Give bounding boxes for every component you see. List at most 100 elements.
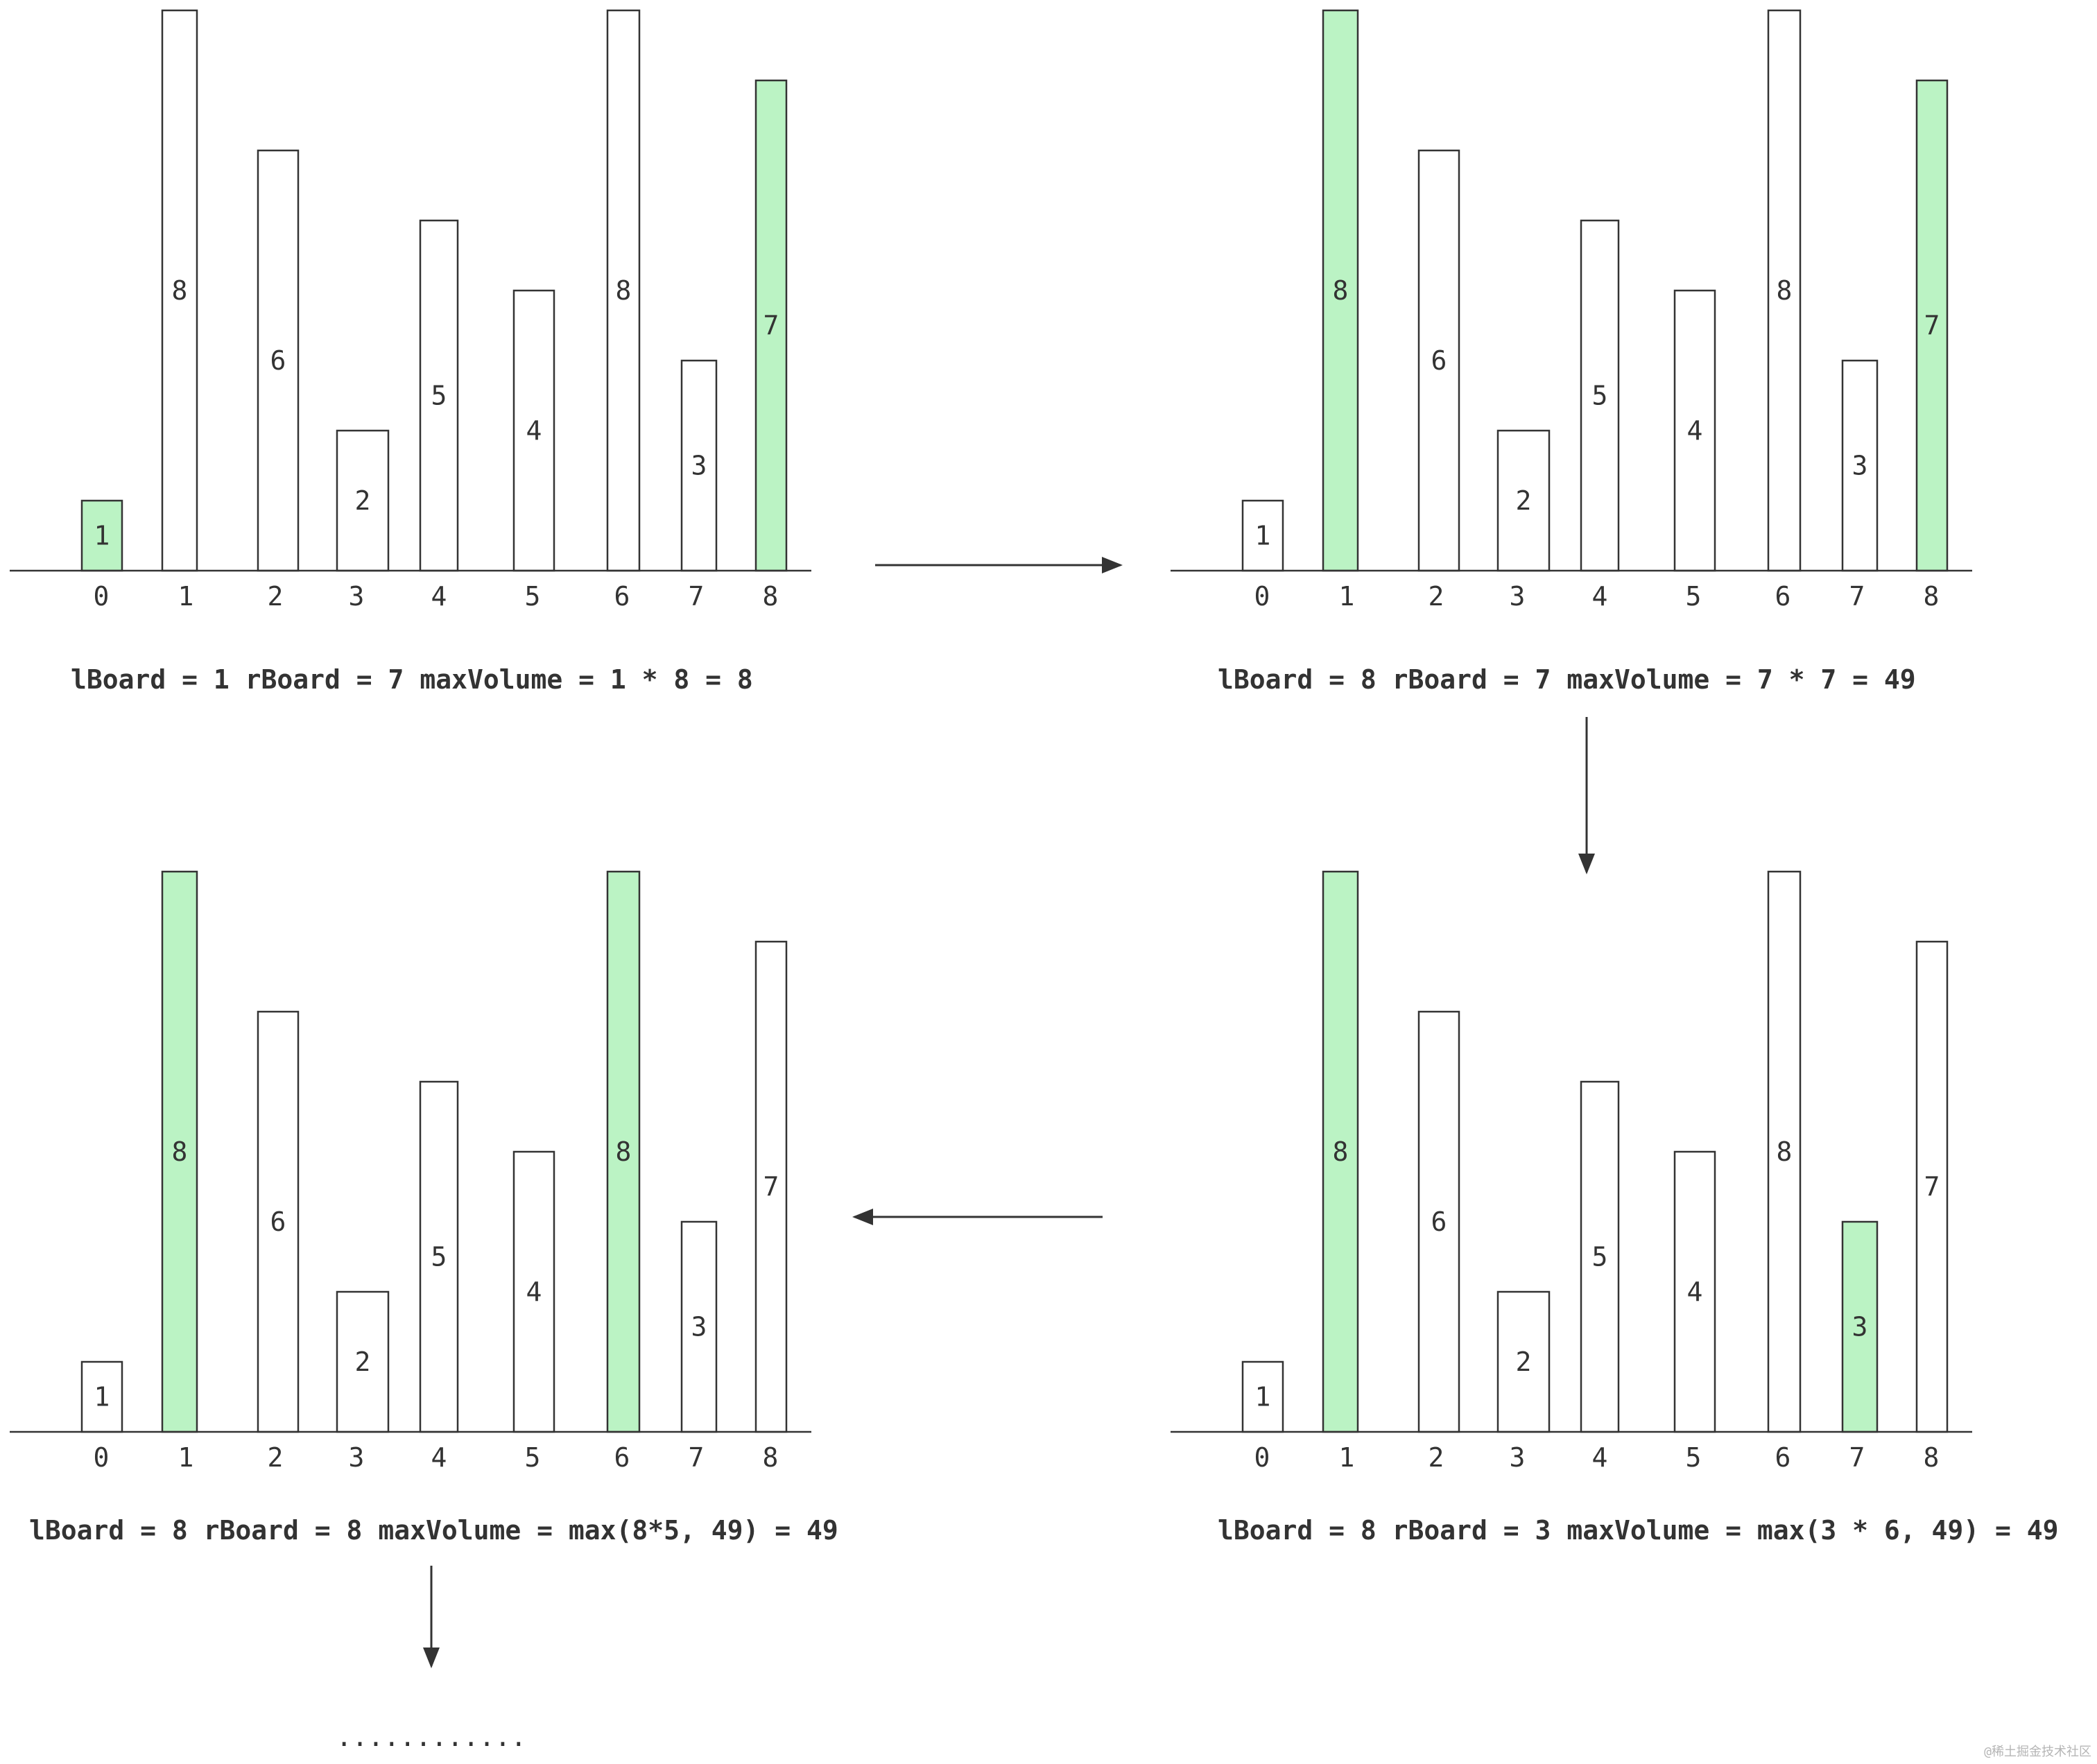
bar-value-label: 3	[691, 1312, 707, 1342]
bar-3	[336, 429, 390, 572]
bar-value-label: 7	[763, 311, 779, 341]
bar-1	[161, 870, 198, 1433]
bar-value-label: 8	[1333, 275, 1349, 306]
bar-6	[606, 870, 641, 1433]
bar-value-label: 8	[1777, 1136, 1793, 1167]
bar-1	[161, 9, 198, 572]
bar-5	[512, 1150, 555, 1433]
bar-value-label: 3	[1852, 1312, 1868, 1342]
bar-value-label: 8	[616, 275, 632, 306]
bar-value-label: 2	[1516, 485, 1532, 516]
bar-value-label: 5	[431, 381, 447, 411]
bar-value-label: 7	[1924, 311, 1940, 341]
bar-value-label: 8	[172, 1136, 188, 1167]
bar-value-label: 1	[94, 1382, 110, 1412]
bar-2	[257, 1010, 300, 1433]
bar-value-label: 5	[1592, 381, 1608, 411]
bar-value-label: 8	[1333, 1136, 1349, 1167]
index-label: 7	[1849, 1442, 1865, 1473]
index-label: 5	[525, 1442, 541, 1473]
bar-value-label: 3	[691, 451, 707, 481]
index-label: 3	[349, 1442, 365, 1473]
bar-8	[1915, 79, 1949, 572]
bar-7	[680, 359, 718, 572]
bar-5	[512, 289, 555, 572]
bar-value-label: 6	[270, 1207, 286, 1237]
bar-value-label: 5	[431, 1242, 447, 1272]
bar-value-label: 7	[1924, 1172, 1940, 1202]
index-label: 3	[1510, 1442, 1526, 1473]
index-label: 0	[1254, 1442, 1270, 1473]
index-label: 2	[1429, 1442, 1444, 1473]
index-label: 8	[1924, 1442, 1940, 1473]
index-label: 1	[1339, 1442, 1355, 1473]
index-label: 7	[689, 1442, 705, 1473]
bar-value-label: 1	[1255, 1382, 1271, 1412]
bar-2	[1417, 1010, 1460, 1433]
caption-step-2: lBoard = 8 rBoard = 7 maxVolume = 7 * 7 …	[1218, 664, 1916, 695]
index-label: 4	[431, 1442, 447, 1473]
bar-value-label: 8	[1777, 275, 1793, 306]
index-label: 8	[763, 1442, 779, 1473]
index-label: 7	[1849, 581, 1865, 612]
bar-2	[1417, 149, 1460, 572]
index-label: 1	[178, 1442, 194, 1473]
index-label: 2	[268, 1442, 284, 1473]
ellipsis: ............	[336, 1722, 527, 1752]
bar-value-label: 2	[355, 1347, 371, 1377]
index-label: 6	[1775, 1442, 1791, 1473]
index-label: 2	[268, 581, 284, 612]
bar-value-label: 5	[1592, 1242, 1608, 1272]
bar-value-label: 6	[270, 345, 286, 376]
bar-value-label: 3	[1852, 451, 1868, 481]
index-label: 1	[178, 581, 194, 612]
index-label: 4	[431, 581, 447, 612]
index-label: 0	[1254, 581, 1270, 612]
bar-3	[336, 1290, 390, 1433]
index-label: 3	[349, 581, 365, 612]
bar-value-label: 4	[526, 1277, 542, 1307]
bar-value-label: 2	[1516, 1347, 1532, 1377]
caption-step-1: lBoard = 1 rBoard = 7 maxVolume = 1 * 8 …	[71, 664, 753, 695]
bar-value-label: 8	[172, 275, 188, 306]
bar-3	[1496, 429, 1551, 572]
index-label: 4	[1592, 1442, 1608, 1473]
bar-value-label: 1	[1255, 521, 1271, 551]
bar-0	[1241, 1360, 1284, 1433]
index-label: 8	[1924, 581, 1940, 612]
bar-1	[1322, 9, 1359, 572]
bar-value-label: 1	[94, 521, 110, 551]
bar-0	[80, 499, 123, 572]
index-label: 5	[525, 581, 541, 612]
index-label: 6	[1775, 581, 1791, 612]
bar-7	[680, 1220, 718, 1433]
bar-value-label: 4	[1687, 415, 1703, 446]
bar-4	[419, 1080, 459, 1433]
index-label: 2	[1429, 581, 1444, 612]
index-label: 8	[763, 581, 779, 612]
bar-5	[1673, 289, 1716, 572]
index-label: 4	[1592, 581, 1608, 612]
bar-4	[1580, 1080, 1620, 1433]
bar-value-label: 6	[1431, 1207, 1447, 1237]
bar-value-label: 8	[616, 1136, 632, 1167]
caption-step-3: lBoard = 8 rBoard = 8 maxVolume = max(8*…	[29, 1515, 838, 1546]
index-label: 5	[1686, 581, 1702, 612]
bar-value-label: 4	[526, 415, 542, 446]
bar-value-label: 4	[1687, 1277, 1703, 1307]
index-label: 3	[1510, 581, 1526, 612]
index-label: 0	[94, 1442, 110, 1473]
bar-value-label: 6	[1431, 345, 1447, 376]
index-label: 0	[94, 581, 110, 612]
bar-value-label: 2	[355, 485, 371, 516]
bar-8	[754, 940, 788, 1433]
bar-4	[1580, 219, 1620, 572]
bar-value-label: 7	[763, 1172, 779, 1202]
caption-step-4: lBoard = 8 rBoard = 3 maxVolume = max(3 …	[1218, 1515, 2059, 1546]
index-label: 6	[614, 581, 630, 612]
bar-1	[1322, 870, 1359, 1433]
